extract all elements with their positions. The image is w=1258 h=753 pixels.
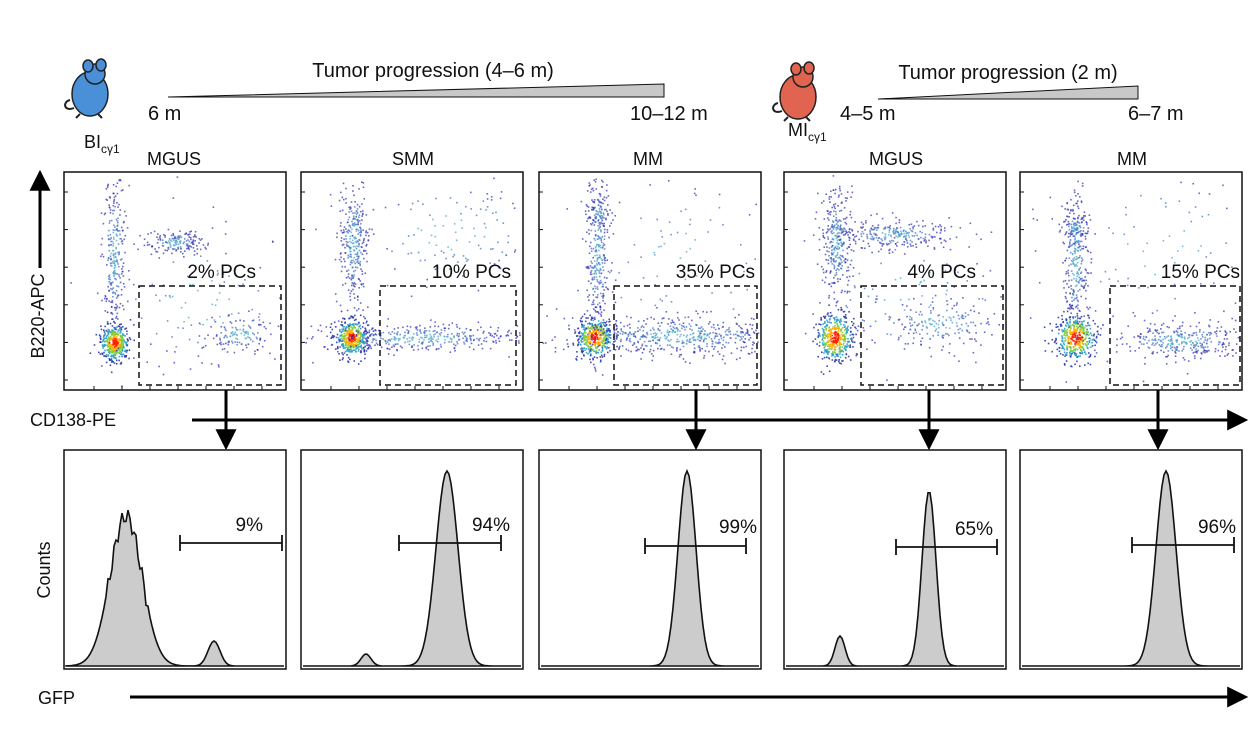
histogram-curve [1022,469,1240,667]
histogram-curve [541,468,759,667]
timepoint-start: 6 m [148,103,181,125]
gate-to-histogram-arrows [215,390,1169,451]
gfp-percent-label: 99% [719,517,757,538]
pc-percent-label: 15% PCs [1161,262,1240,283]
strain-name: MIcγ1 [788,120,827,144]
stage-label: MM [633,149,663,169]
model-bi-header: BIcγ1 Tumor progression (4–6 m) 6 m 10–1… [64,58,708,156]
flow-plot-frame [300,171,524,391]
gfp-gate [644,538,747,554]
histogram-curve [786,492,1004,667]
pc-gate [613,285,758,386]
pc-gate [138,285,282,386]
stage-label: MM [1117,149,1147,169]
progression-label: Tumor progression (2 m) [898,62,1117,84]
histogram-curve [303,469,521,667]
y-axis-label: B220-APC [28,273,48,358]
gfp-gate [398,535,502,551]
pc-percent-label: 4% PCs [907,262,976,283]
histogram-curve [65,510,284,667]
pc-gate [1109,285,1241,386]
gfp-gate [1131,537,1235,553]
y-axis-label: Counts [34,541,54,598]
flow-plot-frame [783,171,1007,391]
gfp-percent-label: 65% [955,519,993,540]
gfp-gate [895,539,998,555]
stage-label: SMM [392,149,434,169]
flow-plots: 2% PCs 10% PCs 35% PCs 4% PCs 15% PCs [63,171,1243,669]
flow-plot-frame [538,171,762,391]
pc-gate [379,285,517,386]
gfp-percent-label: 9% [236,515,264,536]
gfp-percent-label: 94% [472,515,510,536]
progression-wedge [167,83,665,98]
model-mi-header: MIcγ1 Tumor progression (2 m) 4–5 m 6–7 … [772,61,1184,144]
gfp-percent-label: 96% [1198,517,1236,538]
progression-label: Tumor progression (4–6 m) [312,60,554,82]
gfp-gate [179,535,283,551]
histogram-frame [538,449,762,670]
x-axis-label: GFP [38,688,75,708]
histogram-frame [300,449,524,670]
pc-percent-label: 10% PCs [432,262,511,283]
mouse-icon [64,58,109,119]
timepoint-start: 4–5 m [840,103,896,125]
mouse-icon [772,61,817,122]
pc-percent-label: 35% PCs [676,262,755,283]
stage-label: MGUS [147,149,201,169]
histogram-curves [65,468,1240,667]
pc-percent-label: 2% PCs [187,262,256,283]
pc-gate [860,285,1004,386]
strain-name: BIcγ1 [84,132,120,156]
timepoint-end: 10–12 m [630,103,708,125]
flow-plot-frame [1019,171,1243,391]
histograms: 9% 94% 99% 65% 96% [63,449,1243,670]
histogram-frame [783,449,1007,670]
progression-wedge [877,85,1139,100]
histogram-frame [1019,449,1243,670]
density-layer [70,175,1240,387]
stage-label: MGUS [869,149,923,169]
timepoint-end: 6–7 m [1128,103,1184,125]
x-axis-label: CD138-PE [30,410,116,430]
